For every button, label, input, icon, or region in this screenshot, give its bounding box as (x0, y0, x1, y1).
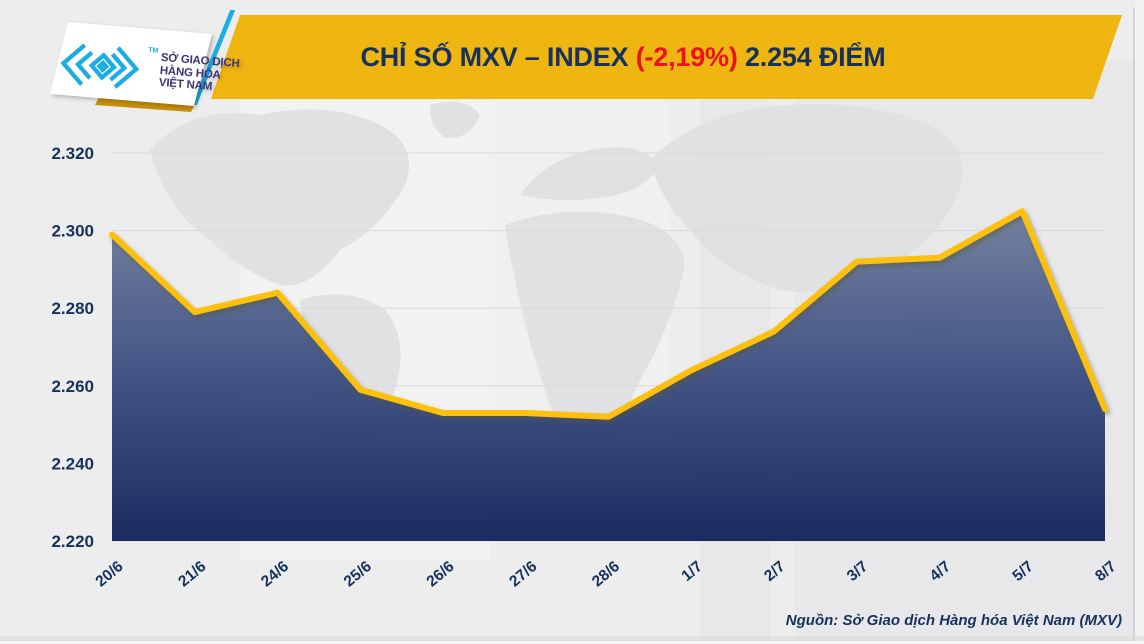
source-note: Nguồn: Sở Giao dịch Hàng hóa Việt Nam (M… (785, 612, 1122, 629)
bottom-edge-shade (0, 636, 1144, 641)
x-tick-label: 5/7 (1009, 558, 1036, 585)
y-tick-label: 2.240 (51, 454, 94, 473)
bottom-edge-highlight (0, 641, 1144, 644)
x-tick-label: 2/7 (761, 558, 788, 585)
y-tick-label: 2.260 (51, 377, 94, 396)
index-line-layer (109, 208, 1108, 420)
y-tick-label: 2.300 (51, 222, 94, 241)
x-tick-label: 3/7 (844, 558, 871, 585)
x-tick-label: 4/7 (927, 558, 954, 585)
x-tick-label: 21/6 (175, 558, 209, 591)
area-fill-layer (112, 211, 1105, 541)
x-axis-labels: 20/6 21/6 24/6 25/6 26/6 27/6 28/6 1/7 2/7 3/7 4/7… (93, 558, 1120, 591)
right-edge-band (1135, 0, 1144, 644)
y-tick-label: 2.280 (51, 299, 94, 318)
x-tick-label: 28/6 (589, 558, 623, 591)
x-tick-label: 27/6 (506, 558, 540, 591)
x-tick-label: 20/6 (93, 558, 127, 591)
x-tick-label: 25/6 (341, 558, 375, 591)
x-tick-label: 26/6 (424, 558, 458, 591)
y-axis-labels: 2.320 2.300 2.280 2.260 2.240 2.220 (51, 144, 94, 551)
x-tick-label: 1/7 (678, 558, 705, 585)
index-line (109, 208, 1108, 420)
y-tick-label: 2.220 (51, 532, 94, 551)
y-tick-label: 2.320 (51, 144, 94, 163)
x-tick-label: 24/6 (258, 558, 292, 591)
x-tick-label: 8/7 (1092, 558, 1119, 585)
area-fill (112, 211, 1105, 541)
